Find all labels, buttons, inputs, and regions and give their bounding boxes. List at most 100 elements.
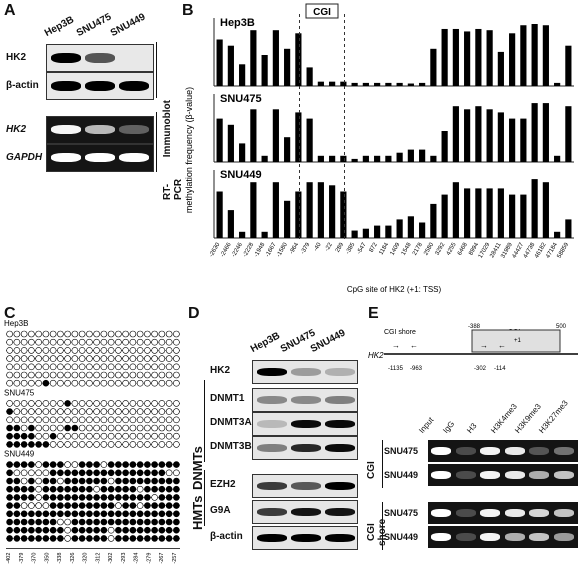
cpg-dot (13, 461, 21, 468)
bar (284, 48, 291, 86)
cpg-dot (122, 477, 129, 485)
cpg-dot (49, 477, 57, 485)
cpg-dot (71, 347, 79, 354)
cpg-dot (49, 338, 57, 346)
band (85, 125, 115, 134)
cpg-dot (158, 502, 166, 509)
bar (407, 216, 414, 238)
cpg-dot (20, 510, 28, 518)
cpg-dot (144, 502, 151, 509)
cpg-dot (78, 477, 86, 485)
cpg-dot (49, 400, 57, 407)
cpg-dot (86, 371, 93, 379)
cpg-dot (13, 408, 21, 415)
position-label: -302 (108, 553, 114, 564)
cpg-dot (165, 477, 173, 485)
cpg-dot (28, 347, 35, 354)
bar (520, 118, 527, 162)
bar (441, 131, 448, 162)
cpg-dot (57, 510, 64, 518)
bar (464, 109, 471, 162)
cpg-dot (151, 461, 158, 468)
cpg-dot (165, 355, 173, 362)
blot-strip (252, 388, 358, 412)
cpg-dot (165, 424, 173, 432)
cpg-dot (42, 502, 50, 509)
cpg-dot (57, 416, 64, 424)
cpg-dot (158, 469, 166, 477)
cpg-dot (35, 510, 42, 518)
bar (362, 228, 369, 238)
cpg-dot (64, 485, 71, 493)
band (455, 509, 476, 517)
cpg-dot (78, 485, 86, 493)
cpg-dot (165, 371, 173, 379)
lane-label: H3 (465, 421, 479, 435)
band (529, 509, 549, 517)
cpg-dot (49, 330, 57, 338)
group-label: Hep3B (4, 319, 28, 328)
cpg-dot (136, 379, 144, 387)
cpg-dot (93, 510, 100, 518)
cpg-dot (165, 338, 173, 346)
cpg-dot (49, 502, 57, 509)
bar (464, 31, 471, 86)
cpg-dot (6, 461, 13, 468)
region-bracket (382, 440, 383, 488)
cpg-dot (136, 416, 144, 424)
cpg-dot (129, 535, 137, 542)
cpg-dot (165, 432, 173, 440)
cpg-dot (122, 432, 129, 440)
cpg-dot (71, 408, 79, 415)
blot-label: β-actin (210, 531, 243, 542)
cpg-dot (71, 461, 79, 468)
cpg-dot (71, 477, 79, 485)
cpg-dot (57, 379, 64, 387)
band (119, 81, 149, 91)
cpg-dot (173, 347, 180, 354)
cpg-dot (20, 502, 28, 509)
cpg-dot (144, 477, 151, 485)
position-label: -279 (146, 553, 152, 564)
bar (340, 191, 347, 238)
cpg-dot (57, 363, 64, 371)
cpg-dot (129, 441, 137, 448)
band (85, 153, 115, 162)
cpg-dot (144, 371, 151, 379)
cpg-dot (115, 461, 122, 468)
bar (284, 137, 291, 162)
cpg-dot (144, 347, 151, 354)
cpg-dot (6, 408, 13, 415)
band (455, 533, 476, 541)
cpg-dot (173, 330, 180, 338)
cpg-dot (93, 424, 100, 432)
bar (497, 188, 504, 238)
cpg-dot (158, 400, 166, 407)
tick-label: -22 (324, 241, 334, 252)
cpg-dot (122, 424, 129, 432)
blot-label: DNMT3A (210, 417, 252, 428)
cpg-dot (115, 400, 122, 407)
bar (475, 106, 482, 162)
cpg-dot (144, 485, 151, 493)
cpg-dot (35, 330, 42, 338)
cpg-dot (122, 408, 129, 415)
cpg-dot (57, 355, 64, 362)
bar (340, 155, 347, 162)
cpg-dot (93, 400, 100, 407)
cpg-dot (64, 424, 71, 432)
cpg-dot (100, 510, 108, 518)
cpg-dot (57, 424, 64, 432)
cpg-dot (35, 432, 42, 440)
cpg-dot (136, 400, 144, 407)
cpg-dot (86, 441, 93, 448)
cpg-dot (35, 379, 42, 387)
cpg-dot (78, 494, 86, 501)
cpg-dot (93, 338, 100, 346)
cpg-dot (35, 535, 42, 542)
cpg-dot (93, 494, 100, 501)
tick-label: -964 (289, 241, 301, 255)
cpg-dot (173, 416, 180, 424)
bar (497, 112, 504, 162)
cpg-dot (6, 526, 13, 534)
